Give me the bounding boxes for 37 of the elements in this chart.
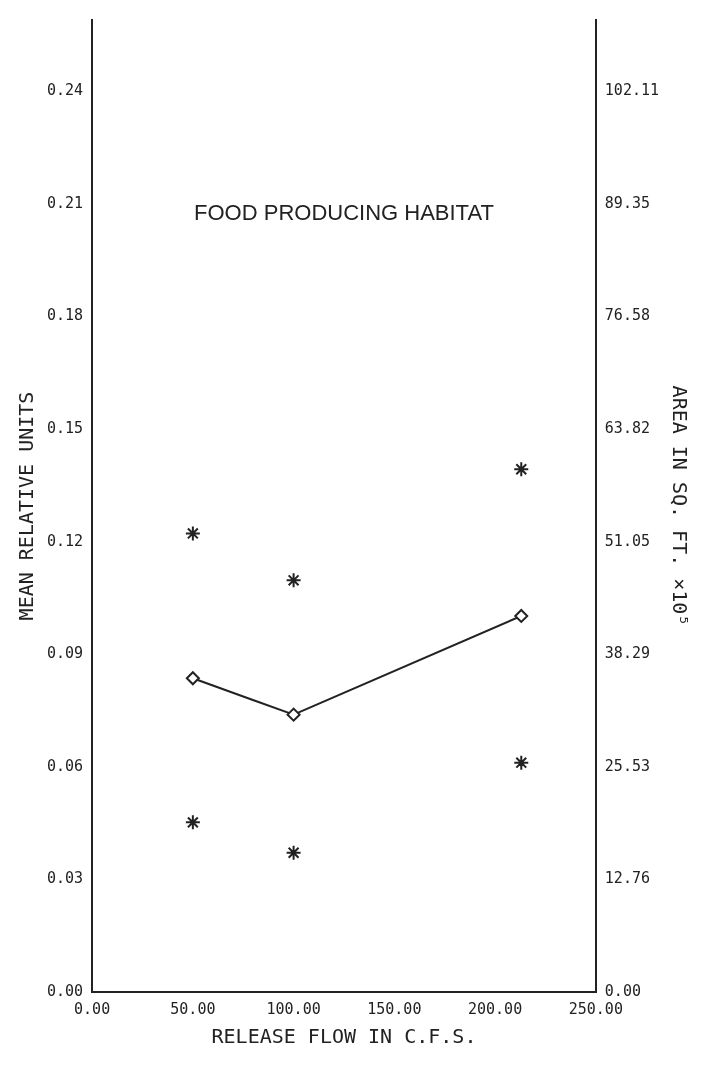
point [184, 814, 201, 831]
y2-axis-title: AREA IN SQ. FT. ×10⁵ [667, 385, 692, 627]
point [286, 707, 301, 722]
y2-tick-label: 12.76 [604, 869, 650, 888]
y-tick-label: 0.21 [47, 193, 84, 212]
y-tick-label: 0.03 [47, 869, 84, 888]
text: FOOD PRODUCING HABITAT [194, 200, 494, 226]
y2-tick-label: 0.00 [604, 981, 641, 1000]
y-tick-label: 0.12 [47, 531, 84, 550]
x-axis-title: RELEASE FLOW IN C.F.S. [211, 1024, 477, 1049]
y-tick-label: 0.06 [47, 756, 84, 775]
point [185, 671, 200, 686]
point [285, 844, 302, 861]
y-tick-label: 0.18 [47, 306, 84, 325]
y2-tick-label: 51.05 [604, 531, 650, 550]
x-tick-label: 250.00 [568, 999, 623, 1018]
y-axis-title: MEAN RELATIVE UNITS [14, 391, 39, 621]
y-tick-label: 0.15 [47, 418, 84, 437]
y2-tick-label: 102.11 [604, 81, 659, 100]
y2-tick-label: 38.29 [604, 644, 650, 663]
point [285, 572, 302, 589]
point [513, 461, 530, 478]
point [184, 525, 201, 542]
y2-tick-label: 25.53 [604, 756, 650, 775]
point [514, 608, 529, 623]
x-tick-label: 200.00 [467, 999, 523, 1018]
point [513, 754, 530, 771]
y-tick-label: 0.09 [47, 644, 84, 663]
x-tick-label: 50.00 [170, 999, 216, 1018]
y2-tick-label: 76.58 [604, 306, 650, 325]
x-tick-label: 100.00 [266, 999, 321, 1018]
y2-tick-label: 63.82 [604, 418, 650, 437]
x-tick-label: 0.00 [74, 999, 111, 1018]
y2-tick-label: 89.35 [604, 193, 650, 212]
x-tick-label: 150.00 [367, 999, 422, 1018]
y-tick-label: 0.00 [47, 981, 84, 1000]
y-tick-label: 0.24 [47, 81, 84, 100]
